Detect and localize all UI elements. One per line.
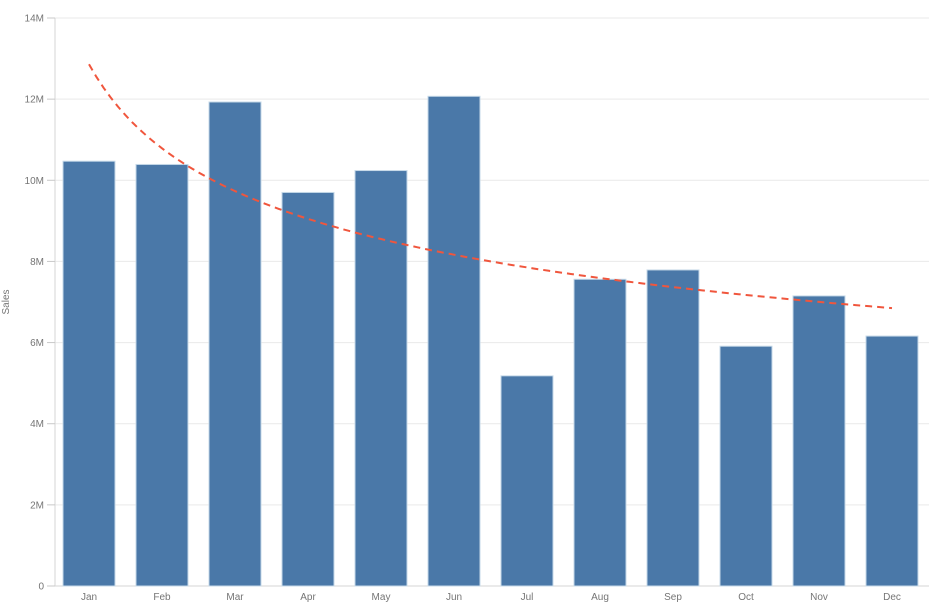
bar-aug[interactable]: [573, 278, 627, 587]
y-axis-tick-label-0: 0: [38, 582, 44, 593]
y-axis-tick-label-6m: 6M: [30, 338, 44, 349]
x-axis-tick-label-oct: Oct: [738, 592, 754, 603]
y-axis-tick-label-4m: 4M: [30, 419, 44, 430]
x-axis-tick-label-dec: Dec: [883, 592, 901, 603]
bar-mar[interactable]: [208, 101, 262, 587]
bar-jul[interactable]: [500, 375, 554, 587]
x-axis-tick-label-sep: Sep: [664, 592, 682, 603]
bar-dec[interactable]: [865, 335, 919, 587]
bar-may[interactable]: [354, 170, 408, 587]
trend-line: [88, 63, 893, 310]
bar-apr[interactable]: [281, 191, 335, 587]
bar-jan[interactable]: [62, 160, 116, 587]
y-axis-title: Sales: [1, 289, 12, 314]
bar-oct[interactable]: [719, 345, 773, 587]
y-axis-tick-label-12m: 12M: [25, 95, 44, 106]
x-axis-tick-label-aug: Aug: [591, 592, 609, 603]
x-axis-tick-label-nov: Nov: [810, 592, 828, 603]
bar-feb[interactable]: [135, 163, 189, 587]
x-axis-tick-label-jul: Jul: [521, 592, 534, 603]
y-axis-tick-label-14m: 14M: [25, 14, 44, 25]
bar-nov[interactable]: [792, 295, 846, 587]
y-axis-tick-label-10m: 10M: [25, 176, 44, 187]
x-axis-tick-label-may: May: [372, 592, 391, 603]
x-axis-tick-label-feb: Feb: [153, 592, 171, 603]
bar-sep[interactable]: [646, 269, 700, 587]
x-axis-tick-label-mar: Mar: [226, 592, 244, 603]
y-axis-tick-label-2m: 2M: [30, 500, 44, 511]
x-axis-tick-label-jun: Jun: [446, 592, 462, 603]
x-axis-tick-label-apr: Apr: [300, 592, 316, 603]
x-axis-tick-label-jan: Jan: [81, 592, 97, 603]
bar-jun[interactable]: [427, 95, 481, 587]
y-axis-tick-label-8m: 8M: [30, 257, 44, 268]
